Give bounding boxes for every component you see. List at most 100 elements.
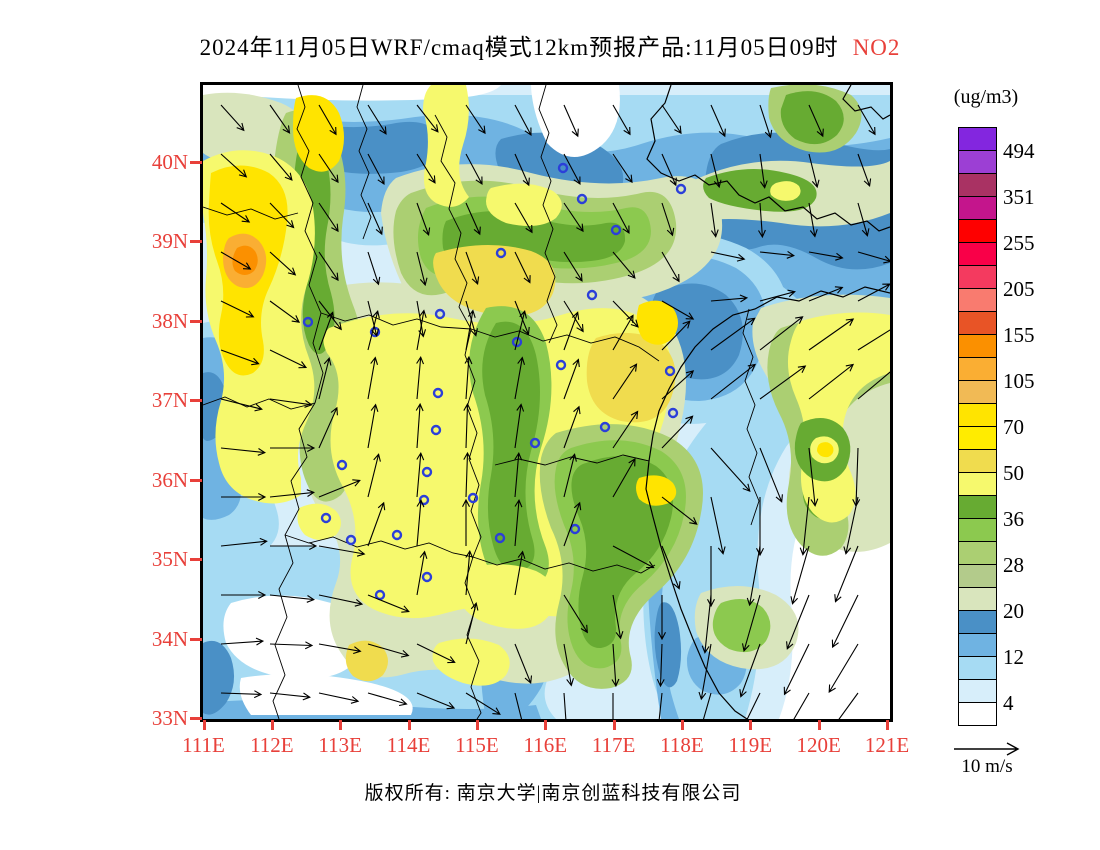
wind-vector-arrow [269, 594, 316, 603]
wind-vector-arrow [759, 104, 773, 139]
wind-vector-arrow [367, 403, 379, 449]
wind-vector-arrow [367, 202, 383, 236]
wind-vector-arrow [318, 594, 364, 607]
wind-vector-arrow [318, 643, 362, 655]
colorbar-cell [959, 289, 996, 312]
wind-vector-arrow [612, 457, 636, 498]
wind-vector-arrow [710, 104, 726, 138]
city-marker [555, 359, 567, 371]
title-text: 2024年11月05日WRF/cmaq模式12km预报产品:11月05日09时 [199, 35, 839, 60]
wind-vector-arrow [563, 358, 580, 400]
wind-vector-arrow [367, 356, 379, 400]
x-axis-label: 116E [523, 733, 568, 757]
no2-contour-region [293, 95, 344, 172]
wind-vector-arrow [661, 104, 682, 135]
wind-vector-arrow [710, 251, 746, 262]
wind-vector-arrow [828, 643, 859, 694]
wind-vector-arrow [563, 405, 581, 449]
colorbar-tick-label: 205 [1003, 277, 1035, 301]
wind-vector-arrow [759, 316, 804, 351]
city-marker [667, 407, 679, 419]
x-axis-label: 111E [182, 733, 225, 757]
wind-vector-arrow [465, 104, 486, 135]
wind-vector-arrow [318, 251, 339, 282]
wind-vector-arrow [318, 104, 337, 136]
wind-vector-arrow [612, 314, 634, 351]
wind-vector-arrow [367, 300, 380, 338]
wind-vector-arrow [220, 349, 260, 366]
province-boundary [272, 402, 316, 719]
wind-reference-arrow [954, 742, 1020, 756]
y-axis-label: 33N [151, 706, 188, 730]
wind-vector-arrow [367, 643, 410, 658]
no2-contour-region [770, 181, 801, 201]
wind-vector-arrow [808, 202, 818, 238]
colorbar-tick-label: 36 [1003, 507, 1024, 531]
no2-contour-region [232, 245, 258, 275]
wind-vector-arrow [220, 690, 263, 699]
wind-vector-arrow [710, 496, 726, 555]
x-axis-label: 120E [796, 733, 841, 757]
wind-vector-arrow [269, 251, 297, 276]
wind-vector-arrow [367, 153, 385, 186]
wind-vector-arrow [318, 692, 360, 704]
y-axis-label: 38N [151, 308, 188, 333]
wind-vector-arrow [710, 202, 719, 238]
city-marker [586, 289, 598, 301]
wind-vector-arrow [416, 104, 439, 133]
wind-vector-arrow [808, 153, 820, 189]
wind-vector-arrow [269, 104, 291, 134]
wind-vector-arrow [465, 550, 474, 596]
wind-vector-arrow [857, 329, 890, 351]
wind-vector-arrow [656, 643, 665, 688]
wind-vector-arrow [790, 545, 810, 605]
province-boundary [296, 85, 324, 404]
no2-contour-region [433, 244, 556, 317]
wind-reference-label: 10 m/s [961, 756, 1013, 777]
wind-vector-arrow [269, 489, 316, 498]
no2-contour-region [636, 300, 678, 345]
colorbar-tick-label: 12 [1003, 645, 1024, 669]
wind-vector-arrow [857, 251, 890, 264]
wind-vector-arrow [220, 202, 251, 223]
wind-vector-arrow [416, 692, 456, 710]
wind-vector-arrow [563, 453, 577, 498]
wind-vector-arrow [269, 398, 313, 408]
city-marker [494, 532, 506, 544]
colorbar-cell [959, 473, 996, 496]
wind-vector-arrow [220, 104, 245, 132]
colorbar-cell [959, 243, 996, 266]
city-marker [610, 224, 622, 236]
wind-vector-arrow [563, 311, 580, 351]
colorbar-tick-label: 50 [1003, 461, 1024, 485]
wind-vector-arrow [834, 545, 859, 603]
wind-vector-arrow [270, 444, 316, 452]
wind-vector-arrow [710, 363, 757, 400]
wind-vector-arrow [465, 153, 483, 186]
wind-vector-arrow [463, 402, 472, 449]
wind-vector-arrow [416, 251, 428, 287]
wind-vector-arrow [270, 542, 318, 550]
province-boundary [356, 85, 372, 240]
wind-vector-arrow [514, 499, 523, 547]
colorbar-cells [958, 127, 997, 726]
no2-contour-region [586, 332, 676, 423]
colorbar-tick-label: 105 [1003, 369, 1035, 393]
wind-vector-arrow [612, 202, 630, 235]
x-axis-label: 121E [864, 733, 910, 757]
wind-vector-arrow [465, 251, 480, 286]
wind-vector-arrow [661, 251, 680, 283]
colorbar-cell [959, 427, 996, 450]
wind-vector-arrow [221, 493, 267, 501]
city-marker [421, 571, 433, 583]
wind-vector-arrow [563, 153, 581, 186]
wind-vector-arrow [318, 479, 361, 498]
city-marker [434, 308, 446, 320]
no2-contour-region [203, 640, 235, 715]
city-marker [576, 193, 588, 205]
wind-vector-arrow [514, 356, 526, 400]
wind-vector-arrow [710, 294, 749, 303]
colorbar-cell [959, 519, 996, 542]
wind-vector-arrow [741, 594, 761, 652]
wind-vector-arrow [793, 692, 810, 719]
